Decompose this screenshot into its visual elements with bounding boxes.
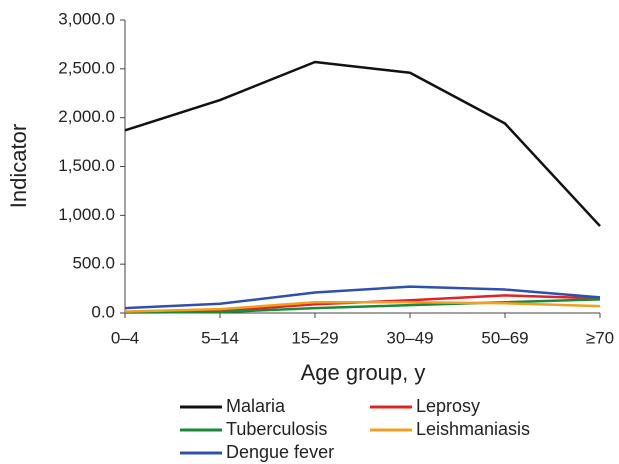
y-axis-title: Indicator xyxy=(6,124,31,208)
y-tick-label: 1,500.0 xyxy=(58,156,115,175)
x-axis-title: Age group, y xyxy=(301,360,426,385)
x-tick-label: 5–14 xyxy=(201,328,239,347)
series-line xyxy=(124,285,601,310)
x-tick-label: 0–4 xyxy=(111,328,139,347)
x-tick-label: ≥70 xyxy=(586,328,614,347)
y-tick-label: 500.0 xyxy=(72,254,115,273)
series-line xyxy=(124,301,601,313)
legend-label: Leprosy xyxy=(416,396,480,416)
y-tick-label: 1,000.0 xyxy=(58,205,115,224)
legend-label: Malaria xyxy=(226,396,286,416)
legend-label: Tuberculosis xyxy=(226,419,327,439)
x-tick-label: 15–29 xyxy=(291,328,338,347)
legend-label: Dengue fever xyxy=(226,442,334,462)
y-tick-label: 0.0 xyxy=(91,302,115,321)
y-tick-label: 3,000.0 xyxy=(58,9,115,28)
x-tick-label: 50–69 xyxy=(481,328,528,347)
legend-label: Leishmaniasis xyxy=(416,419,530,439)
y-tick-label: 2,000.0 xyxy=(58,107,115,126)
y-tick-label: 2,500.0 xyxy=(58,58,115,77)
series-line xyxy=(124,60,601,227)
series-line xyxy=(124,298,601,314)
x-tick-label: 30–49 xyxy=(386,328,433,347)
